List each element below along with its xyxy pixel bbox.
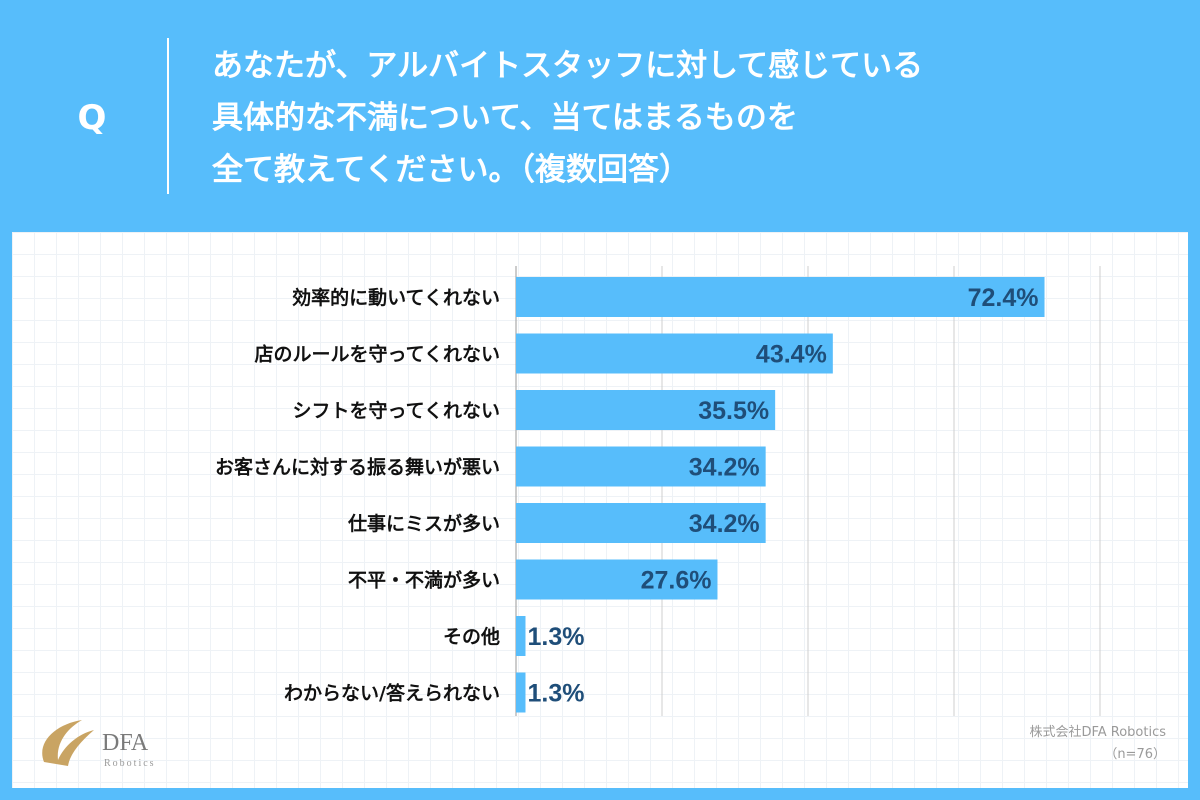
category-label: 不平・不満が多い xyxy=(348,569,500,592)
bar-chart: 効率的に動いてくれない 72.4% 店のルールを守ってくれない 43.4% シフトを守っ… xyxy=(215,266,1101,716)
category-label: 効率的に動いてくれない xyxy=(292,286,500,309)
value-label: 43.4% xyxy=(756,341,827,369)
category-label: シフトを守ってくれない xyxy=(293,399,500,422)
value-label: 1.3% xyxy=(527,680,584,708)
bar xyxy=(516,559,718,600)
category-label: お客さんに対する振る舞いが悪い xyxy=(215,456,500,479)
chart-panel: 効率的に動いてくれない 72.4% 店のルールを守ってくれない 43.4% シフトを守っ… xyxy=(12,232,1188,788)
bar xyxy=(516,277,1045,317)
value-label: 72.4% xyxy=(968,284,1039,312)
category-label: 仕事にミスが多い xyxy=(347,512,500,535)
question-text: あなたが、アルバイトスタッフに対して感じている 具体的な不満について、当てはまる… xyxy=(212,40,1172,196)
company-logo: DFA Robotics xyxy=(34,712,194,772)
bar xyxy=(516,616,526,656)
logo-subtext: Robotics xyxy=(104,758,156,769)
value-label: 1.3% xyxy=(527,623,584,651)
logo-swoosh-icon xyxy=(42,720,94,766)
source-note: 株式会社DFA Robotics （n=76） xyxy=(1029,722,1166,766)
bar xyxy=(516,333,833,374)
bar xyxy=(516,672,526,713)
header-divider xyxy=(167,38,169,194)
company-credit: 株式会社DFA Robotics xyxy=(1029,725,1166,740)
value-label: 27.6% xyxy=(641,567,712,595)
value-label: 34.2% xyxy=(689,510,760,538)
sample-size: （n=76） xyxy=(1104,747,1166,762)
category-label: わからない/答えられない xyxy=(284,682,500,705)
category-label: その他 xyxy=(443,625,500,648)
question-line: 全て教えてください。（複数回答） xyxy=(212,152,691,188)
bar xyxy=(516,446,766,487)
category-label: 店のルールを守ってくれない xyxy=(255,343,500,366)
logo-text: DFA xyxy=(102,730,149,756)
value-label: 34.2% xyxy=(689,454,760,482)
bar xyxy=(516,390,776,430)
bar xyxy=(516,503,766,543)
question-line: 具体的な不満について、当てはまるものを xyxy=(212,100,798,136)
logo-emblem-icon: DFA Robotics xyxy=(42,720,156,769)
q-mark: Q xyxy=(77,98,107,138)
question-line: あなたが、アルバイトスタッフに対して感じている xyxy=(212,48,924,84)
value-label: 35.5% xyxy=(698,397,769,425)
question-header: Q あなたが、アルバイトスタッフに対して感じている 具体的な不満について、当ては… xyxy=(0,0,1200,232)
